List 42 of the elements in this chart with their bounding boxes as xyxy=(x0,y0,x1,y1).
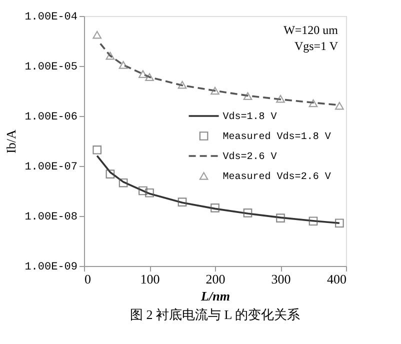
legend-label: Measured Vds=1.8 V xyxy=(222,131,331,143)
x-tick-label: 0 xyxy=(84,272,91,286)
y-tick-label: 1.00E-04 xyxy=(24,12,78,24)
x-tick-label: 400 xyxy=(327,272,346,286)
y-tick-label: 1.00E-06 xyxy=(24,112,78,124)
point xyxy=(145,188,154,198)
point xyxy=(335,218,344,228)
point xyxy=(92,30,102,39)
point xyxy=(138,70,148,78)
legend-label: Vds=1.8 V xyxy=(222,111,277,123)
point xyxy=(106,170,115,178)
legend-label: Vds=2.6 V xyxy=(222,151,277,163)
point xyxy=(276,94,285,103)
point xyxy=(145,73,154,81)
annotation: W=120 um xyxy=(284,23,339,37)
x-tick-label: 300 xyxy=(271,272,291,286)
x-axis-title: L/nm xyxy=(200,288,230,304)
point xyxy=(118,178,128,188)
point xyxy=(308,216,318,226)
y-axis-title: Ib/A xyxy=(4,128,19,154)
point xyxy=(243,208,252,218)
annotation: Vgs=1 V xyxy=(294,39,338,53)
point xyxy=(178,80,187,89)
point xyxy=(118,61,128,69)
point xyxy=(210,86,220,95)
y-tick-label: 1.00E-08 xyxy=(24,212,78,224)
caption: 图 2 衬底电流与 L 的变化关系 xyxy=(130,307,300,322)
point xyxy=(92,145,102,154)
legend-label: Measured Vds=2.6 V xyxy=(222,171,331,183)
point xyxy=(106,52,115,60)
point xyxy=(335,102,344,110)
point xyxy=(243,92,252,100)
point xyxy=(178,198,187,206)
x-tick-label: 100 xyxy=(140,272,160,286)
point xyxy=(276,214,285,222)
point xyxy=(138,186,148,196)
y-tick-label: 1.00E-05 xyxy=(24,62,78,74)
point xyxy=(210,204,220,212)
y-tick-label: 1.00E-07 xyxy=(24,162,78,174)
point xyxy=(308,99,318,108)
y-tick-label: 1.00E-09 xyxy=(24,262,78,274)
x-tick-label: 200 xyxy=(206,272,226,286)
